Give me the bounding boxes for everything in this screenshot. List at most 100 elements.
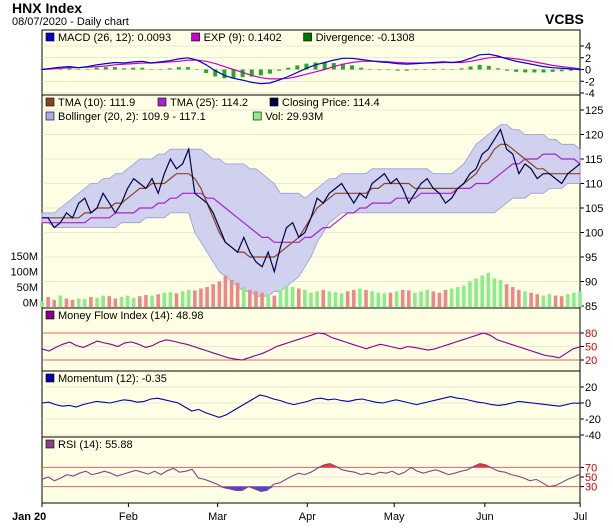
momentum-line <box>41 394 581 418</box>
divergence-bar <box>277 69 282 71</box>
volume-bar <box>315 291 319 307</box>
volume-bar <box>89 297 93 307</box>
divergence-bar <box>67 68 72 70</box>
volume-bar <box>101 295 105 307</box>
volume-bar <box>46 297 50 307</box>
volume-tick-label: 100M <box>10 267 38 279</box>
volume-bar <box>541 295 546 307</box>
divergence-bar <box>304 63 309 70</box>
x-tick-label: May <box>384 511 405 523</box>
oversold-fill <box>229 486 236 491</box>
divergence-bar <box>541 69 546 73</box>
divergence-bar <box>85 68 90 70</box>
brand-label: VCBS <box>545 11 584 27</box>
divergence-bar <box>112 67 117 70</box>
y-tick-label: 50 <box>585 472 597 484</box>
volume-bar <box>95 297 99 307</box>
divergence-bar <box>295 65 300 70</box>
legend-label: Closing Price: 114.4 <box>282 97 380 109</box>
volume-bar <box>241 287 246 307</box>
volume-bar <box>40 301 44 307</box>
divergence-bar <box>240 69 245 78</box>
divergence-bar <box>249 69 254 77</box>
divergence-bar <box>422 69 427 70</box>
volume-tick-label: 0M <box>23 298 38 310</box>
volume-bar <box>162 292 167 307</box>
y-tick-label: 115 <box>585 154 603 166</box>
legend-label: MACD (26, 12): 0.0093 <box>58 32 171 44</box>
y-tick-label: 0 <box>585 65 591 77</box>
y-tick-label: -2 <box>585 76 595 88</box>
x-tick-label: Jun <box>476 511 494 523</box>
volume-bar <box>437 292 442 307</box>
y-tick-label: 90 <box>585 277 597 289</box>
legend-label: Bollinger (20, 2): 109.9 - 117.1 <box>58 111 206 123</box>
volume-bar <box>419 291 423 307</box>
volume-bar <box>351 289 356 307</box>
x-tick-label: Jan 20 <box>12 511 46 523</box>
legend-label: Money Flow Index (14): 48.98 <box>58 310 204 322</box>
x-tick-label: Mar <box>208 511 227 523</box>
volume-bar <box>290 287 295 307</box>
divergence-bar <box>76 69 81 70</box>
chart-subtitle: 08/07/2020 - Daily chart <box>12 16 129 28</box>
y-tick-label: 30 <box>585 482 597 494</box>
overbought-fill <box>479 463 487 468</box>
legend-swatch-0 <box>45 310 55 320</box>
divergence-bar <box>286 67 291 70</box>
volume-bar <box>388 292 393 307</box>
y-tick-label: 4 <box>585 41 591 53</box>
volume-bar <box>535 294 540 307</box>
y-tick-label: 85 <box>585 301 597 313</box>
divergence-bar <box>94 67 99 70</box>
divergence-bar <box>550 69 555 72</box>
volume-bar <box>180 291 185 307</box>
y-tick-label: 50 <box>585 342 597 354</box>
volume-bar <box>113 298 118 307</box>
volume-bar <box>82 299 87 307</box>
divergence-bar <box>568 69 573 71</box>
divergence-bar <box>441 68 446 70</box>
legend-label: Divergence: -0.1308 <box>316 32 415 44</box>
volume-bar <box>119 297 124 307</box>
legend-swatch-1 <box>157 97 167 107</box>
volume-bar <box>407 290 411 307</box>
volume-bar <box>468 281 472 307</box>
volume-bar <box>523 291 527 307</box>
volume-bar <box>205 287 209 307</box>
tma25-line <box>42 153 581 243</box>
volume-bar <box>235 282 240 307</box>
legend-swatch-1 <box>191 32 200 42</box>
divergence-bar <box>158 68 163 70</box>
macd-line <box>41 53 581 85</box>
volume-bar <box>480 275 484 307</box>
legend-swatch-2 <box>303 32 312 42</box>
mfi-line <box>41 332 581 361</box>
divergence-bar <box>231 69 236 79</box>
volume-tick-label: 150M <box>10 251 38 263</box>
volume-bar <box>278 289 283 307</box>
divergence-bar <box>313 62 318 70</box>
volume-bar <box>498 279 503 307</box>
divergence-bar <box>386 69 391 71</box>
divergence-bar <box>377 69 382 71</box>
volume-bar <box>217 281 222 307</box>
divergence-bar <box>532 69 537 73</box>
y-tick-label: 0 <box>585 398 591 410</box>
legend-swatch-3 <box>45 111 55 121</box>
y-tick-label: 20 <box>585 382 597 394</box>
legend-label: RSI (14): 55.88 <box>58 439 133 451</box>
divergence-bar <box>40 69 44 70</box>
y-tick-label: -20 <box>585 414 601 426</box>
legend-swatch-0 <box>45 439 55 449</box>
volume-bar <box>443 289 448 307</box>
divergence-bar <box>340 63 345 70</box>
chart-title: HNX Index <box>12 0 82 16</box>
divergence-bar <box>459 68 464 70</box>
overbought-fill <box>323 463 330 468</box>
volume-bar <box>431 291 436 307</box>
volume-bar <box>199 288 203 307</box>
volume-bar <box>413 292 417 307</box>
